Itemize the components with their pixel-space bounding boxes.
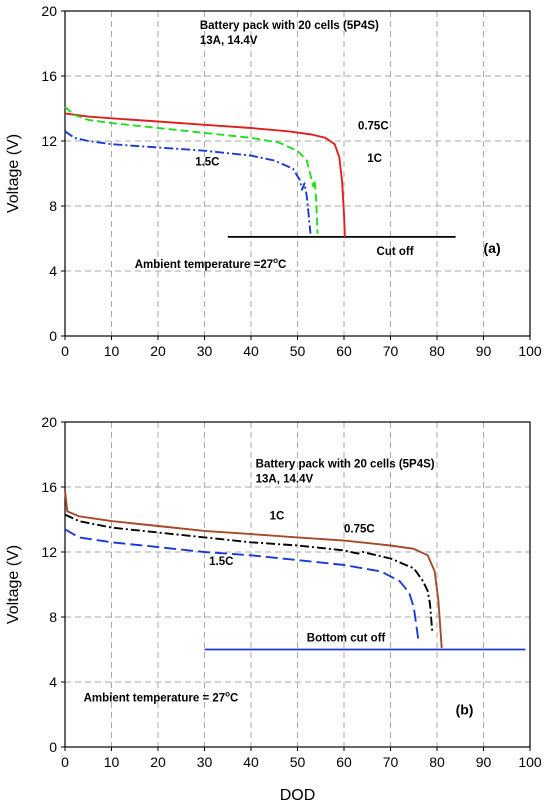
series-label: 0.75C <box>358 121 389 133</box>
x-tick-label: 70 <box>383 343 399 359</box>
series-label: 0.75C <box>344 524 375 536</box>
x-tick-label: 40 <box>243 343 259 359</box>
chart-panel-a: 0 10 20 30 40 50 60 70 80 90 100 0 4 8 12 16 20 Voltage (… <box>5 3 542 359</box>
x-tick-label: 0 <box>61 343 69 359</box>
chart-subtitle: 13A, 14.4V <box>200 35 258 47</box>
chart-subtitle: 13A, 14.4V <box>256 474 314 486</box>
y-tick-label: 20 <box>41 3 57 19</box>
series-label: 1C <box>270 511 285 523</box>
cutoff-label: Cut off <box>377 246 414 258</box>
series-line-0_75C <box>64 112 346 237</box>
y-tick-label: 20 <box>41 414 57 430</box>
series-label: 1C <box>367 153 382 165</box>
panel-label: (a) <box>484 240 501 256</box>
ambient-temperature-note: Ambient temperature =27oC <box>135 256 287 271</box>
y-tick-label: 16 <box>41 68 57 84</box>
x-tick-label: 30 <box>197 754 213 770</box>
x-tick-label: 0 <box>61 754 69 770</box>
x-tick-label: 10 <box>104 343 120 359</box>
series-line-1_5C <box>64 528 420 640</box>
x-tick-label: 10 <box>104 754 120 770</box>
y-tick-label: 12 <box>41 133 57 149</box>
y-axis-label: Voltage (V) <box>5 545 22 624</box>
y-tick-label: 4 <box>49 674 57 690</box>
ambient-degree: o <box>225 690 230 699</box>
y-tick-label: 0 <box>49 739 57 755</box>
x-axis-label: DOD <box>280 787 316 804</box>
x-tick-label: 90 <box>476 343 492 359</box>
x-tick-label: 70 <box>383 754 399 770</box>
x-tick-label: 20 <box>150 754 166 770</box>
y-tick-label: 16 <box>41 479 57 495</box>
y-tick-label: 4 <box>49 263 57 279</box>
series-label: 1.5C <box>209 556 233 568</box>
series-line-1C <box>64 106 319 234</box>
y-tick-label: 0 <box>49 328 57 344</box>
ambient-text: Ambient temperature =27 <box>135 259 273 271</box>
chart-title: Battery pack with 20 cells (5P4S) <box>256 459 435 471</box>
ambient-unit: C <box>230 693 238 705</box>
x-tick-label: 50 <box>290 754 306 770</box>
x-tick-label: 20 <box>150 343 166 359</box>
x-tick-label: 60 <box>336 754 352 770</box>
x-tick-label: 90 <box>476 754 492 770</box>
ambient-text: Ambient temperature = 27 <box>84 693 226 705</box>
ambient-temperature-note: Ambient temperature = 27oC <box>84 690 239 705</box>
x-tick-label: 100 <box>518 754 542 770</box>
y-tick-label: 12 <box>41 544 57 560</box>
series-label: 1.5C <box>195 156 219 168</box>
x-tick-label: 40 <box>243 754 259 770</box>
ambient-unit: C <box>278 259 286 271</box>
series-line-1_5C <box>64 130 312 234</box>
ambient-degree: o <box>273 256 278 265</box>
series-line-1C <box>64 513 434 634</box>
x-tick-label: 30 <box>197 343 213 359</box>
x-tick-label: 80 <box>429 754 445 770</box>
series-line-0_75C <box>64 490 443 648</box>
chart-panel-b: 0 10 20 30 40 50 60 70 80 90 100 0 4 8 12 16 20 Voltage (… <box>5 414 542 804</box>
cutoff-label: Bottom cut off <box>307 632 386 644</box>
y-tick-label: 8 <box>49 198 57 214</box>
x-tick-label: 50 <box>290 343 306 359</box>
y-tick-label: 8 <box>49 609 57 625</box>
x-tick-label: 60 <box>336 343 352 359</box>
chart-title: Battery pack with 20 cells (5P4S) <box>200 20 379 32</box>
x-tick-label: 80 <box>429 343 445 359</box>
panel-label: (b) <box>456 702 474 718</box>
x-tick-label: 100 <box>518 343 542 359</box>
y-axis-label: Voltage (V) <box>5 134 22 213</box>
